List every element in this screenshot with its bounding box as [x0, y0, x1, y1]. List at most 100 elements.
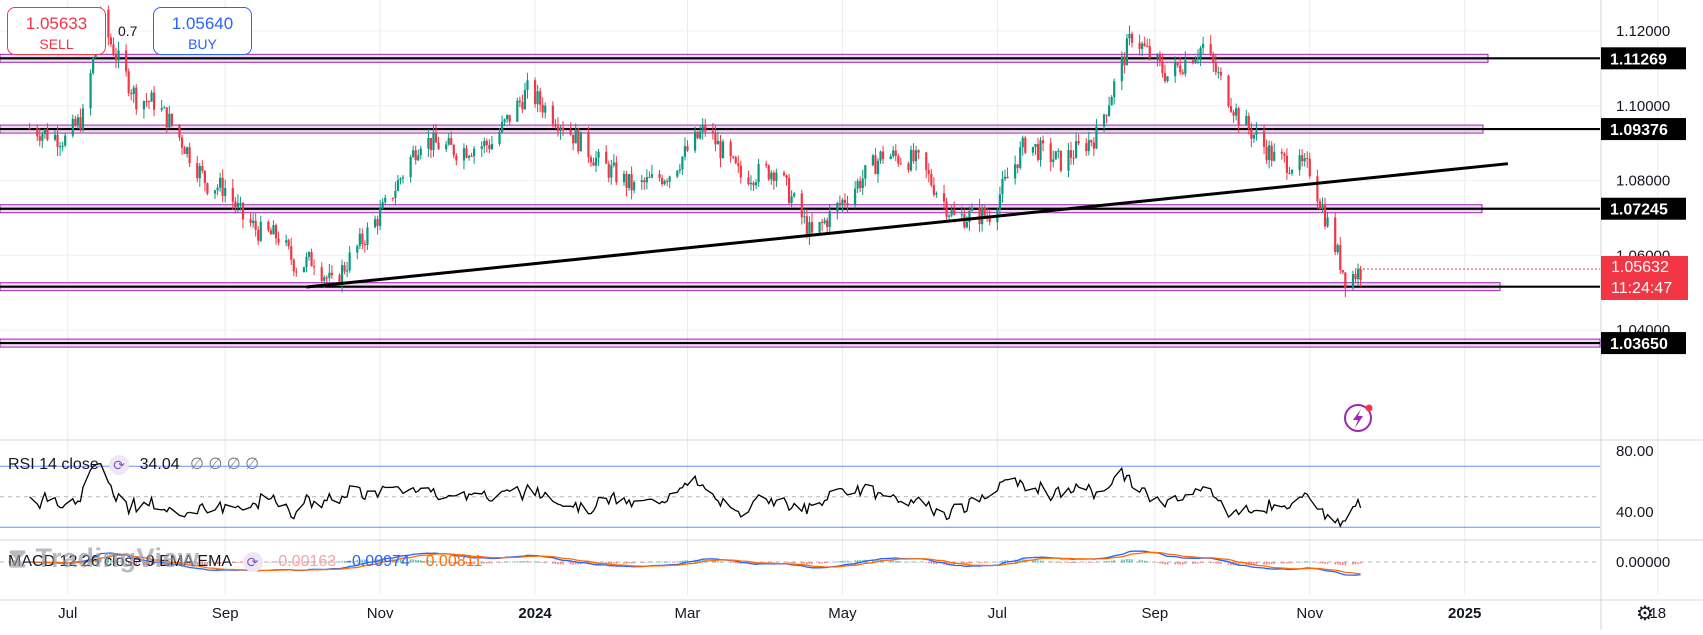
macd-hist-bar: [894, 560, 897, 563]
candle-body: [747, 177, 750, 185]
candle-body: [117, 50, 120, 61]
candle: [660, 174, 664, 187]
macd-hist-bar: [996, 561, 999, 563]
macd-hist-bar: [516, 561, 519, 563]
candle-body: [186, 147, 189, 154]
buy-button[interactable]: 1.05640 BUY: [153, 7, 252, 55]
rsi-label: RSI 14 close: [8, 456, 99, 473]
macd-hist-bar: [872, 559, 874, 563]
macd-hist-bar: [912, 561, 915, 563]
macd-hist-bar: [1306, 561, 1309, 563]
macd-hist-bar: [983, 562, 986, 563]
macd-hist-bar: [1237, 562, 1240, 566]
candle-body: [150, 92, 153, 102]
candle-body: [79, 117, 82, 130]
macd-legend[interactable]: MACD 12 26 close 9 EMA EMA ⟳ -0.00163 -0…: [8, 552, 488, 572]
candle: [930, 168, 933, 188]
candle-body: [1262, 131, 1266, 147]
macd-hist-bar: [534, 561, 536, 563]
macd-hist-bar: [521, 561, 524, 563]
macd-hist-bar: [99, 557, 102, 563]
macd-hist-bar: [346, 560, 348, 563]
candle-body: [752, 182, 755, 186]
candle: [1143, 36, 1146, 47]
candle: [1321, 197, 1324, 213]
macd-hist-bar: [1265, 562, 1268, 565]
candle-body: [838, 202, 841, 205]
candle: [610, 159, 613, 185]
macd-hist-bar: [270, 561, 272, 563]
macd-hist-bar: [775, 562, 778, 563]
candle-body: [1092, 142, 1095, 149]
candle: [46, 123, 49, 142]
candle: [267, 220, 270, 233]
candle: [917, 149, 920, 160]
macd-hist-bar: [963, 562, 966, 565]
candle-body: [363, 243, 366, 245]
time-axis-label: Sep: [1141, 605, 1168, 622]
candle-body: [1108, 105, 1111, 116]
candle-body: [785, 175, 788, 178]
candle-body: [320, 267, 323, 281]
candle-body: [74, 118, 77, 126]
candle: [554, 119, 557, 129]
macd-hist-bar: [684, 560, 686, 563]
macd-settings-icon[interactable]: ⟳: [242, 552, 263, 572]
chart-settings-gear-icon[interactable]: ⚙: [1636, 603, 1654, 625]
candle-body: [483, 140, 486, 147]
macd-hist-bar: [1016, 559, 1019, 563]
candle-body: [257, 229, 260, 241]
macd-hist-bar: [988, 562, 991, 563]
macd-hist-bar: [968, 562, 971, 564]
candle: [770, 170, 773, 185]
macd-hist-bar: [552, 562, 554, 564]
price-axis-label: 1.10000: [1616, 98, 1670, 115]
macd-hist-bar: [541, 562, 544, 563]
candle-body: [559, 127, 562, 131]
macd-hist-bar: [292, 562, 295, 563]
macd-hist-bar: [186, 562, 188, 565]
macd-hist-bar: [199, 562, 201, 565]
candle: [361, 228, 364, 250]
candle: [1039, 136, 1042, 167]
candle-body: [1212, 53, 1215, 63]
rsi-settings-icon[interactable]: ⟳: [109, 454, 130, 475]
candle-body: [808, 222, 811, 236]
macd-hist-bar: [1321, 562, 1324, 564]
candle: [874, 148, 877, 175]
candle: [127, 68, 130, 97]
candle-body: [206, 183, 209, 194]
candle-body: [1102, 114, 1106, 127]
macd-hist-bar: [818, 562, 821, 564]
candle-body: [203, 170, 206, 184]
macd-hist-bar: [432, 560, 435, 563]
candle: [1252, 133, 1255, 143]
candle: [186, 146, 189, 158]
candle-body: [749, 182, 753, 185]
time-axis-label: Mar: [675, 605, 701, 622]
candle: [935, 191, 938, 198]
macd-hist-bar: [1270, 562, 1273, 565]
macd-hist-bar: [1164, 562, 1166, 565]
candle: [366, 222, 369, 250]
candle: [473, 145, 476, 164]
candle: [681, 156, 684, 175]
sell-button[interactable]: 1.05633 SELL: [7, 7, 106, 55]
macd-hist-bar: [526, 560, 529, 563]
macd-hist-bar: [841, 560, 844, 563]
candle-body: [1014, 164, 1017, 179]
level-badge: [1601, 47, 1686, 70]
macd-hist-bar: [1326, 562, 1329, 564]
candle: [1057, 148, 1060, 159]
candle: [541, 97, 544, 118]
candle-body: [544, 105, 547, 113]
candle: [523, 82, 527, 110]
macd-hist-bar: [1253, 562, 1255, 565]
candle: [607, 160, 610, 183]
rsi-legend[interactable]: RSI 14 close ⟳ 34.04 ∅ ∅ ∅ ∅: [8, 454, 265, 475]
macd-hist-bar: [465, 562, 468, 564]
macd-hist-bar: [719, 561, 722, 563]
candle-body: [272, 225, 275, 235]
